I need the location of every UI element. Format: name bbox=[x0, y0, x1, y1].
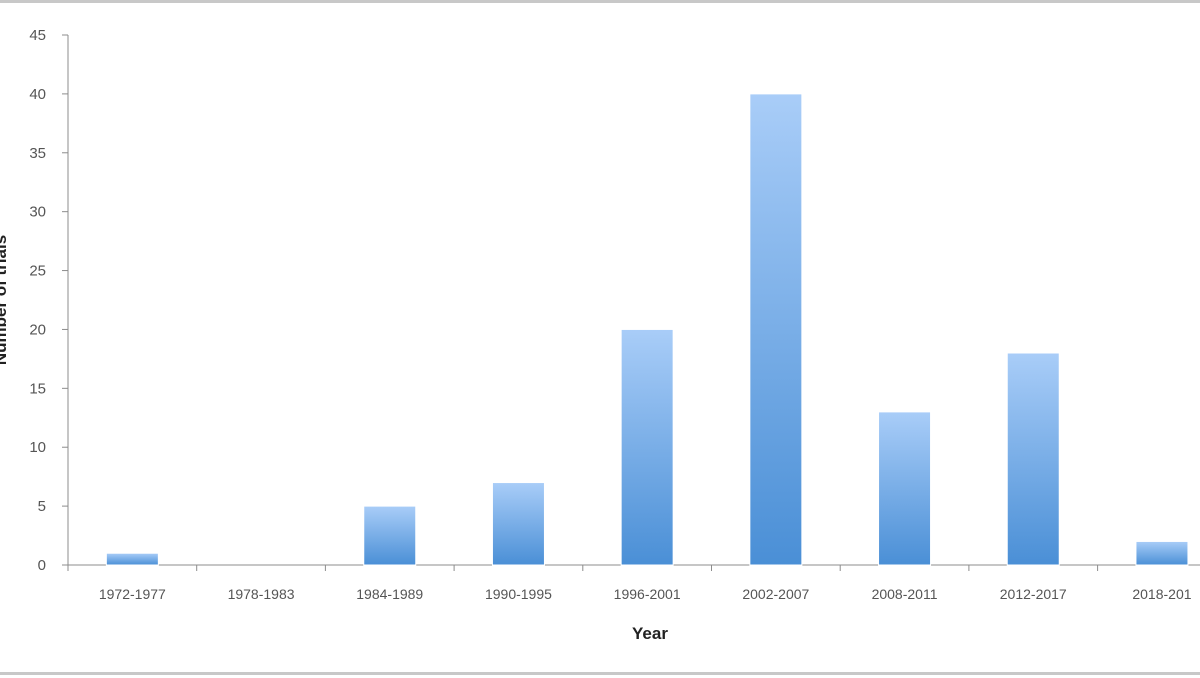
y-tick-label: 10 bbox=[29, 439, 46, 456]
bar-2012-2017 bbox=[1006, 352, 1060, 566]
y-axis: 0 5 10 15 20 25 30 35 40 45 bbox=[29, 27, 69, 574]
y-tick-label: 15 bbox=[29, 380, 46, 397]
x-tick-label: 2012-2017 bbox=[1000, 586, 1067, 602]
bar-1996-2001 bbox=[620, 328, 674, 566]
x-tick-label: 2018-201 bbox=[1132, 586, 1191, 602]
y-tick-label: 25 bbox=[29, 263, 46, 280]
x-tick-label: 2008-2011 bbox=[872, 586, 938, 602]
x-tick-label: 1978-1983 bbox=[228, 586, 295, 602]
y-tick-label: 5 bbox=[38, 498, 46, 515]
x-tick-label: 1984-1989 bbox=[356, 586, 423, 602]
y-tick-label: 45 bbox=[29, 27, 46, 44]
x-tick-label: 1996-2001 bbox=[614, 586, 681, 602]
y-tick-label: 30 bbox=[29, 204, 46, 221]
bar-1990-1995 bbox=[491, 482, 545, 566]
y-axis-title: Number of trials bbox=[0, 235, 10, 365]
y-tick-label: 20 bbox=[29, 321, 46, 338]
y-tick-label: 40 bbox=[29, 86, 46, 103]
x-tick-label: 1972-1977 bbox=[99, 586, 166, 602]
bar-1972-1977 bbox=[105, 552, 159, 566]
bars bbox=[105, 93, 1189, 566]
bar-1984-1989 bbox=[363, 505, 417, 566]
bar-2008-2011 bbox=[878, 411, 932, 566]
x-axis: 1972-1977 1978-1983 1984-1989 1990-1995 1996… bbox=[67, 564, 1200, 602]
bar-2018-201 bbox=[1135, 540, 1189, 566]
x-tick-label: 1990-1995 bbox=[485, 586, 552, 602]
bar-chart: 0 5 10 15 20 25 30 35 40 45 1972-1977 1978-1983 198… bbox=[0, 27, 1200, 643]
y-tick-label: 35 bbox=[29, 145, 46, 162]
x-tick-label: 2002-2007 bbox=[742, 586, 809, 602]
y-tick-label: 0 bbox=[38, 557, 46, 574]
bar-2002-2007 bbox=[749, 93, 803, 566]
x-axis-title: Year bbox=[632, 624, 668, 643]
